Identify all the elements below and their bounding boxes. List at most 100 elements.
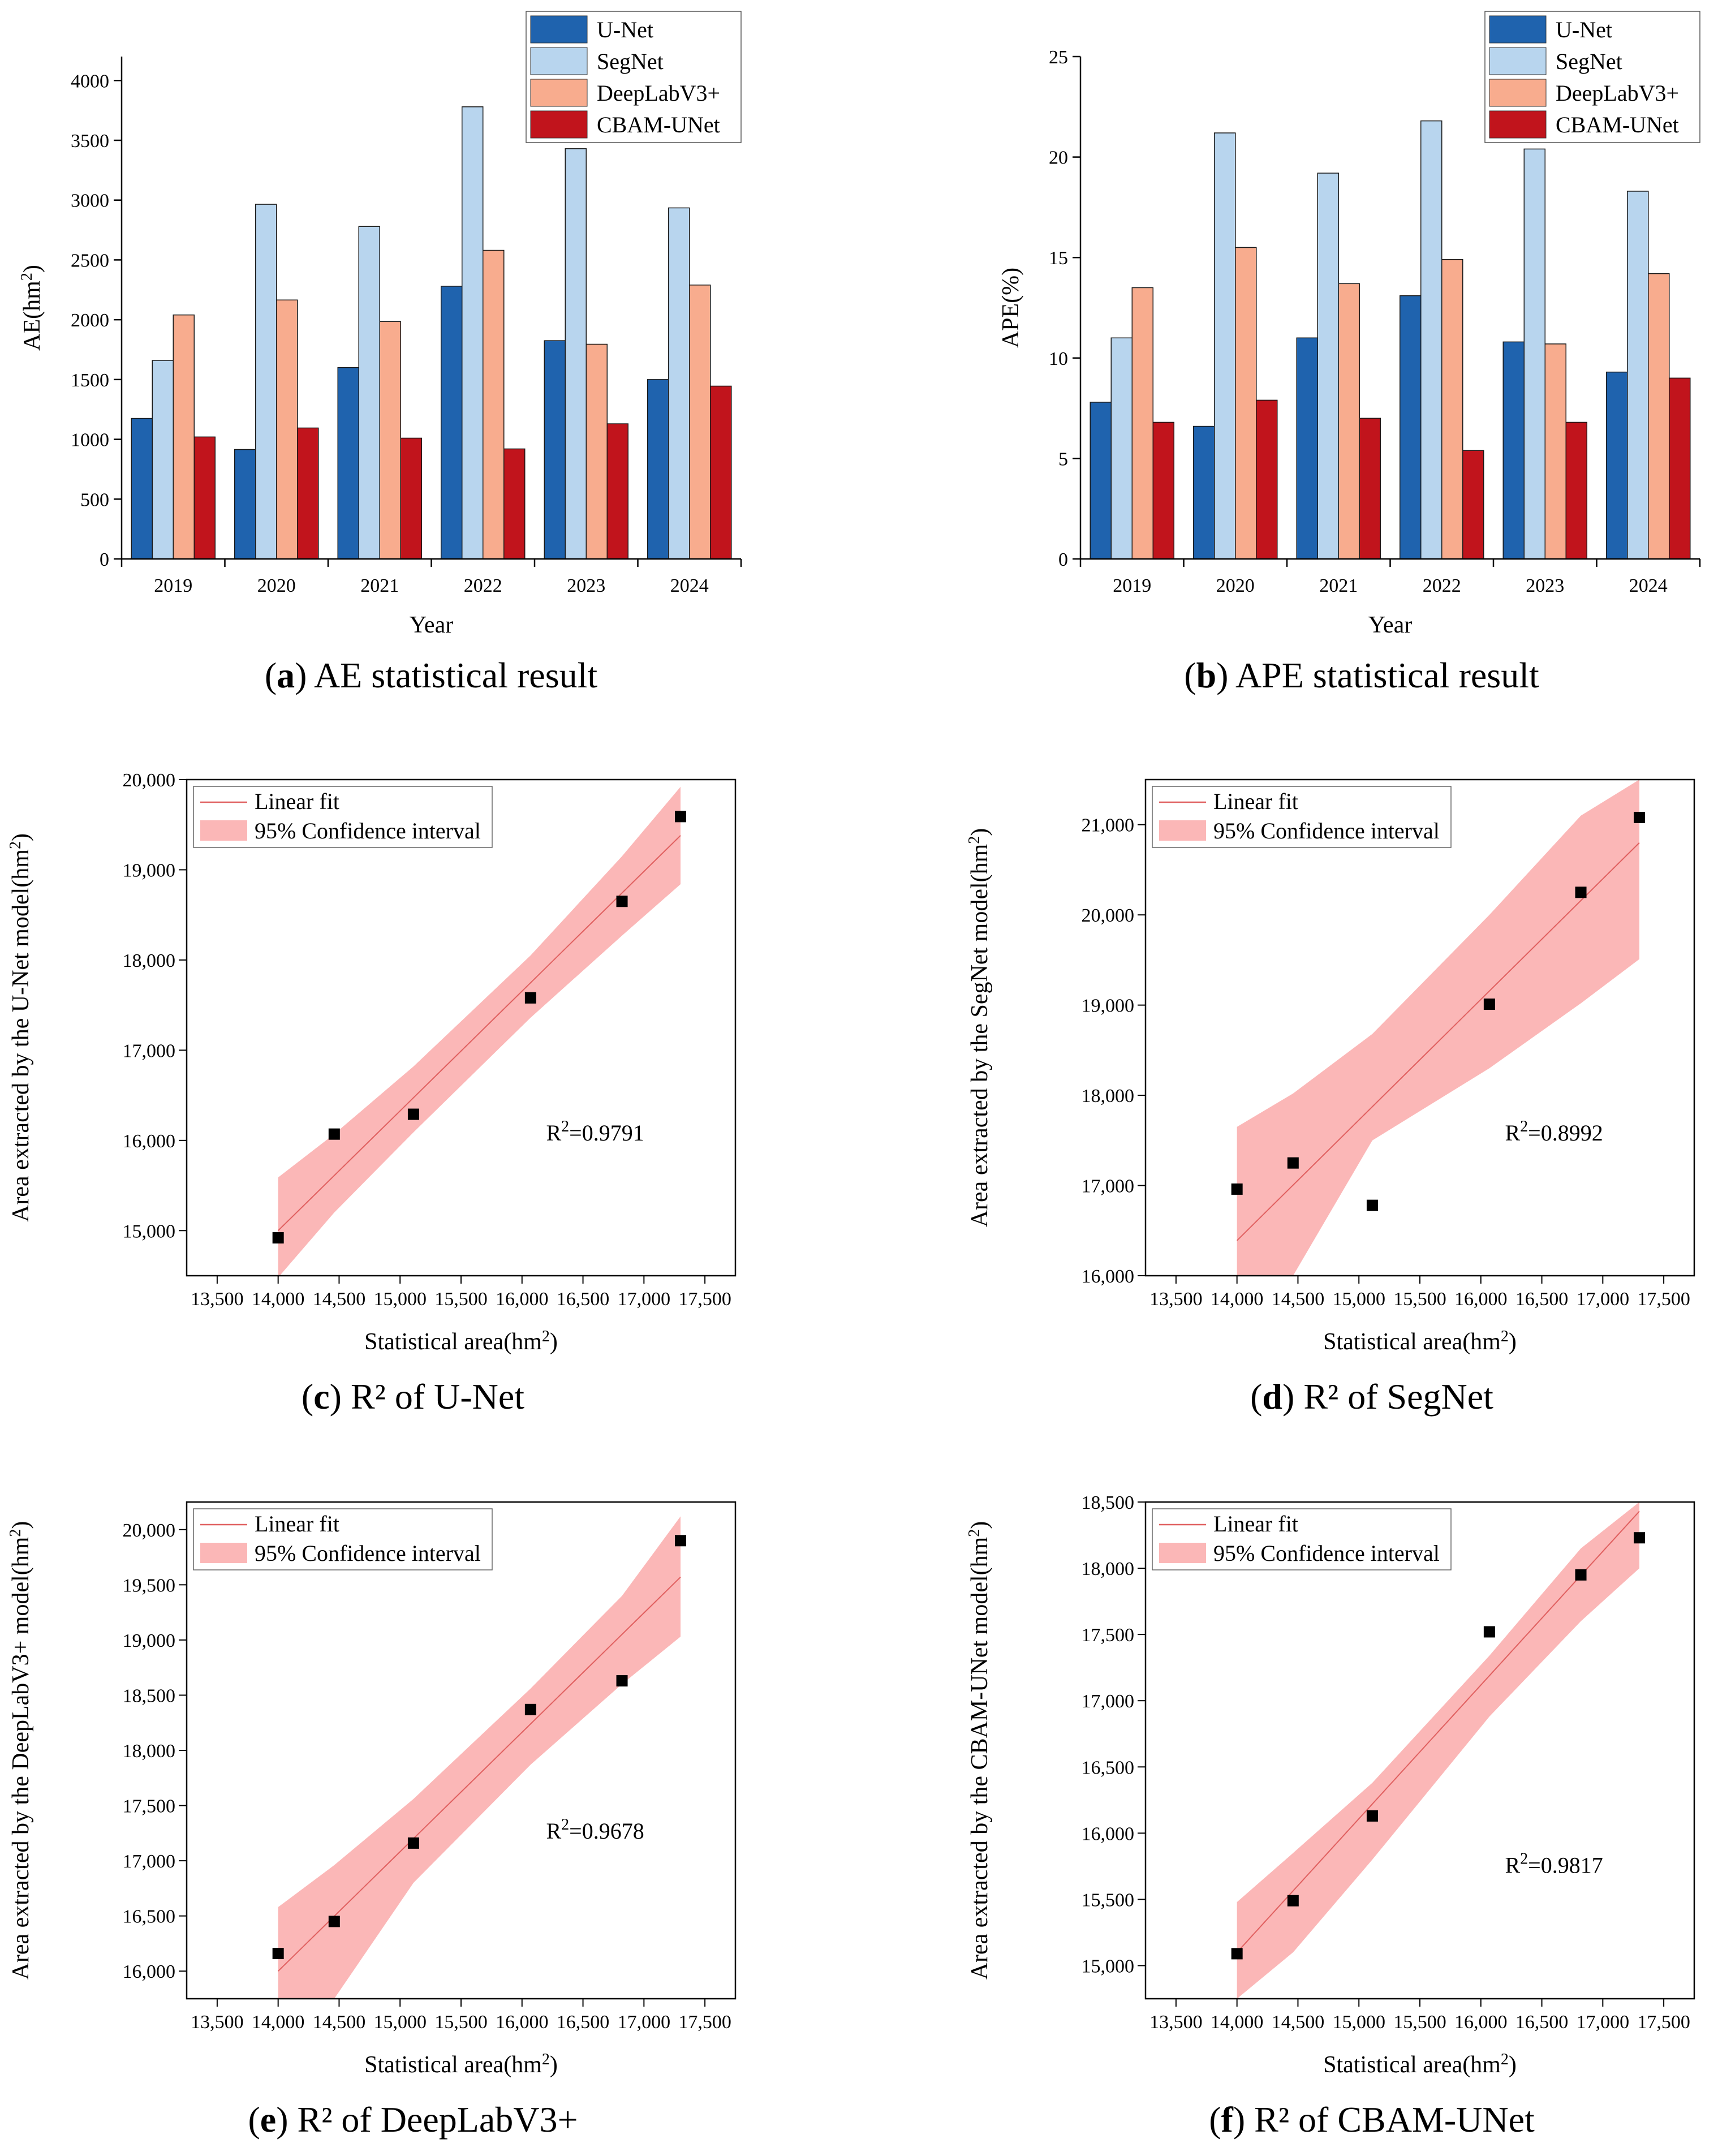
data-point xyxy=(1483,1626,1495,1638)
y-tick-label: 20 xyxy=(1049,148,1068,169)
legend: U-Net SegNet DeepLabV3+ CBAM-UNet xyxy=(1484,11,1700,143)
panel-caption: (a) AE statistical result xyxy=(265,655,598,695)
legend-swatch xyxy=(530,47,588,75)
bar-chart-a: 0 500 1000 1500 2000 2500 3000 3500 4000 2019 2020… xyxy=(18,11,742,695)
caption-letter: d xyxy=(1262,1376,1282,1417)
x-axis-label-sup: 2 xyxy=(542,1328,550,1345)
y-axis-label-text: APE(%) xyxy=(998,268,1024,348)
x-axis-label: Year xyxy=(1368,612,1412,638)
bar-segnet-2022 xyxy=(462,106,484,560)
data-point xyxy=(524,1703,536,1715)
confidence-band xyxy=(278,786,681,1278)
y-axis-label-sup: 2 xyxy=(18,273,36,281)
bar-segnet-2020 xyxy=(255,204,277,560)
panel-caption: (c) R² of U-Net xyxy=(302,1376,524,1417)
bar-deeplabv3--2019 xyxy=(173,314,195,560)
caption-letter: c xyxy=(313,1376,329,1417)
bar-cbam-unet-2020 xyxy=(297,427,319,560)
legend-entry: CBAM-UNet xyxy=(1556,112,1679,137)
x-tick-label: 13,500 xyxy=(191,2012,244,2033)
x-axis-label-sup: 2 xyxy=(1501,2051,1509,2068)
data-point xyxy=(407,1108,419,1120)
y-axis-label-tail: ) xyxy=(19,265,45,273)
x-tick-label: 16,000 xyxy=(496,1289,549,1310)
x-tick-label: 2021 xyxy=(360,575,399,596)
y-tick-label: 16,000 xyxy=(123,1961,176,1982)
y-axis-label-sup: 2 xyxy=(7,1529,24,1537)
legend-entry: Linear fit xyxy=(1213,1511,1298,1537)
x-tick-label: 17,500 xyxy=(678,2012,731,2033)
r2-value: =0.8992 xyxy=(1528,1120,1603,1146)
r2-label: R xyxy=(546,1120,561,1146)
x-tick-label: 2021 xyxy=(1319,575,1358,596)
data-point xyxy=(407,1837,419,1849)
scatter-chart-e: 13,500 14,000 14,500 15,000 15,500 16,000 16,5… xyxy=(7,1501,737,2140)
legend-band-swatch xyxy=(200,820,247,841)
bar-deeplabv3--2021 xyxy=(1338,283,1360,560)
x-tick-label: 15,500 xyxy=(434,1289,488,1310)
caption-text: APE statistical result xyxy=(1228,655,1539,695)
data-point xyxy=(1634,811,1645,823)
r2-sup: 2 xyxy=(561,1816,569,1834)
x-tick-label: 14,000 xyxy=(252,1289,305,1310)
legend-entry: Linear fit xyxy=(1213,789,1298,814)
bar-cbam-unet-2024 xyxy=(1669,377,1691,560)
x-tick-label: 17,000 xyxy=(1577,2012,1630,2033)
bar-cbam-unet-2022 xyxy=(1462,450,1484,560)
caption-paren: ( xyxy=(1209,2099,1221,2140)
bar-segnet-2021 xyxy=(1317,173,1339,560)
bar-segnet-2020 xyxy=(1214,132,1236,560)
legend-swatch xyxy=(530,15,588,44)
y-axis-label-text: Area extracted by the SegNet model(hm xyxy=(967,844,993,1227)
x-tick-label: 16,500 xyxy=(1515,2012,1569,2033)
x-tick-label: 2019 xyxy=(1113,575,1151,596)
legend-entry: 95% Confidence interval xyxy=(1213,1540,1440,1566)
x-tick-label: 17,500 xyxy=(1637,1289,1690,1310)
x-axis-label: Year xyxy=(410,612,453,638)
y-tick-label: 20,000 xyxy=(123,770,176,791)
data-point xyxy=(328,1128,340,1140)
bar-cbam-unet-2021 xyxy=(400,437,422,560)
x-tick-label: 15,500 xyxy=(434,2012,488,2033)
x-axis-label-tail: ) xyxy=(1509,1329,1517,1355)
x-axis-label-sup: 2 xyxy=(542,2051,550,2068)
legend: Linear fit 95% Confidence interval xyxy=(193,786,493,848)
bar-u-net-2020 xyxy=(234,449,256,560)
bar-u-net-2019 xyxy=(131,418,153,560)
bar-cbam-unet-2022 xyxy=(503,448,526,560)
r2-sup: 2 xyxy=(561,1118,569,1135)
y-axis-label-tail: ) xyxy=(8,1521,34,1529)
x-axis-label-text: Statistical area(hm xyxy=(364,2052,542,2078)
y-tick-label: 20,000 xyxy=(1082,905,1135,926)
data-point xyxy=(272,1948,284,1960)
y-tick-label: 19,000 xyxy=(1082,996,1135,1017)
y-tick-label: 21,000 xyxy=(1082,815,1135,836)
data-point xyxy=(328,1916,340,1927)
bar-u-net-2024 xyxy=(647,379,669,560)
panel-caption: (b) APE statistical result xyxy=(1184,655,1539,695)
x-tick-label: 15,000 xyxy=(373,2012,427,2033)
caption-paren: ) xyxy=(276,2099,288,2140)
y-tick-label: 18,500 xyxy=(1082,1492,1135,1513)
x-axis-label: Statistical area(hm2) xyxy=(364,2051,558,2078)
x-tick-label: 13,500 xyxy=(1149,1289,1203,1310)
panel-caption: (e) R² of DeepLabV3+ xyxy=(248,2099,578,2140)
bar-deeplabv3--2022 xyxy=(483,249,505,560)
x-tick-label: 16,500 xyxy=(557,2012,610,2033)
r-squared-annotation: R2=0.9678 xyxy=(546,1816,644,1844)
y-tick-label: 500 xyxy=(80,489,109,510)
x-tick-label: 16,500 xyxy=(1515,1289,1569,1310)
x-tick-label: 14,500 xyxy=(1272,2012,1325,2033)
bar-chart-b: 0 5 10 15 20 25 2019 2020 2021 2022 2023 2024 Year AP… xyxy=(998,11,1701,695)
legend: Linear fit 95% Confidence interval xyxy=(193,1508,493,1570)
legend-entry: 95% Confidence interval xyxy=(255,818,481,844)
linear-fit-line xyxy=(277,1576,681,1972)
data-point xyxy=(1287,1895,1299,1907)
data-point xyxy=(616,896,628,907)
legend-swatch xyxy=(1489,79,1547,107)
x-tick-label: 13,500 xyxy=(1149,2012,1203,2033)
caption-text: R² of U-Net xyxy=(342,1376,524,1417)
bar-cbam-unet-2021 xyxy=(1359,418,1381,560)
r2-label: R xyxy=(1505,1120,1520,1146)
x-tick-label: 17,000 xyxy=(618,1289,671,1310)
